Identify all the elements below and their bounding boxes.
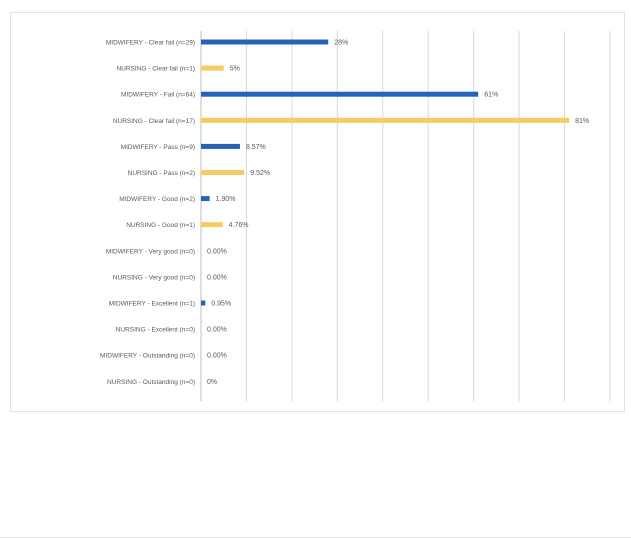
bar [201,196,210,202]
category-labels: MIDWIFERY - Clear fail (n=29) NURSING - C… [100,40,195,386]
bar [201,143,240,149]
data-label: 5% [230,66,240,73]
chart-container: MIDWIFERY - Clear fail (n=29) NURSING - C… [10,12,625,419]
category-label: MIDWIFERY - Clear fail (n=29) [106,40,195,47]
bar-chart: MIDWIFERY - Clear fail (n=29) NURSING - C… [100,31,617,419]
category-label: NURSING - Excellent (n=0) [116,327,195,334]
category-label: NURSING - Pass (n=2) [128,170,195,177]
data-label: 61% [484,92,498,99]
category-label: NURSING - Very good (n=0) [113,274,195,281]
category-label: NURSING - Good (n=1) [126,222,195,229]
bar [201,222,223,228]
data-label: 0.00% [207,353,227,360]
data-label: 28% [334,40,348,47]
data-label: 0.00% [207,274,227,281]
bar [201,91,479,97]
data-label: 0.00% [207,327,227,334]
gridlines [245,31,611,402]
category-label: NURSING - Outstanding (n=0) [107,379,195,386]
category-label: MIDWIFERY - Pass (n=9) [121,144,195,151]
bar [201,117,570,123]
data-label: 9.52% [250,170,270,177]
bars [201,39,570,306]
data-label: 0.00% [207,248,227,255]
divider [0,537,631,538]
data-label: 1.90% [216,196,236,203]
data-label: 8.57% [246,144,266,151]
value-labels: 28% 5% 61% 81% 8.57% 9.52% 1.90% 4.76% 0.00% 0.00… [207,40,589,386]
category-label: MIDWIFERY - Fail (n=64) [121,92,195,99]
bar [201,65,224,71]
bar [201,39,329,45]
category-label: MIDWIFERY - Excellent (n=1) [109,301,195,308]
data-label: 81% [575,118,589,125]
bar [201,170,245,175]
bar [201,300,206,306]
data-label: 4.76% [229,222,249,229]
category-label: NURSING - Clear fail (n=17) [113,118,195,125]
category-label: MIDWIFERY - Outstanding (n=0) [100,353,195,360]
category-label: NURSING - Clear fail (n=1) [116,66,195,73]
category-label: MIDWIFERY - Good (n=2) [119,196,195,203]
category-label: MIDWIFERY - Very good (n=0) [106,248,195,255]
data-label: 0% [207,379,217,386]
data-label: 0.95% [211,301,231,308]
